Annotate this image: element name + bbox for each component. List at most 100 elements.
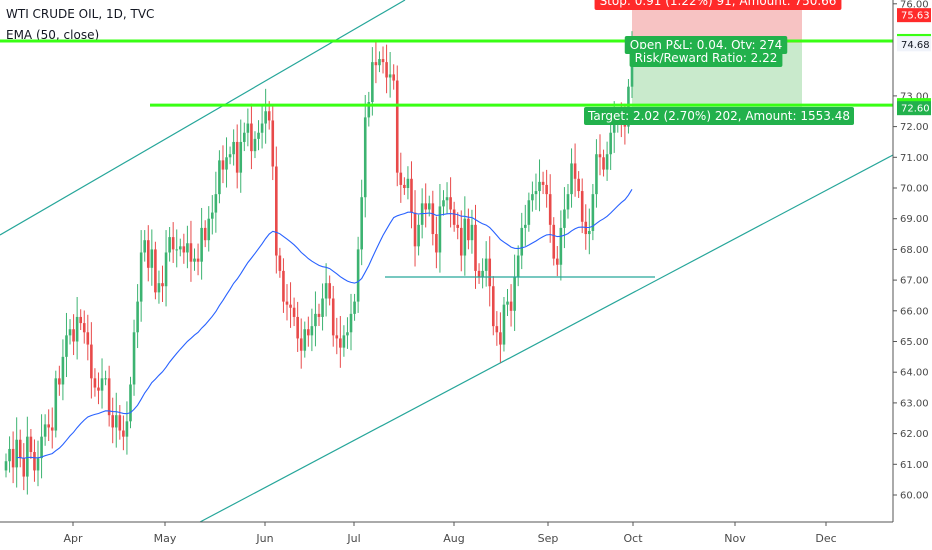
candle-body — [196, 258, 200, 262]
candle-body — [317, 313, 321, 317]
price-tag-label: 74.68 — [901, 40, 930, 51]
candle-body — [171, 237, 175, 250]
candle-body — [353, 301, 356, 314]
rr-label: Risk/Reward Ratio: 2.22 — [635, 51, 778, 65]
candle-body — [459, 227, 463, 256]
price-tick-label: 60.00 — [900, 491, 929, 502]
candle-body — [243, 132, 246, 142]
candle-body — [40, 436, 43, 459]
candle-body — [470, 224, 474, 241]
candle-body — [97, 387, 100, 391]
candle-body — [193, 258, 196, 262]
price-tick-label: 65.00 — [900, 337, 929, 348]
candle-body — [139, 252, 143, 302]
candle-body — [509, 301, 513, 311]
candle-body — [392, 74, 395, 81]
candle-body — [104, 378, 107, 380]
candle-body — [154, 249, 157, 293]
candle-body — [527, 200, 531, 225]
candle-body — [65, 335, 68, 357]
price-tag-label: 72.60 — [901, 104, 930, 115]
candle-body — [502, 304, 506, 345]
candle-body — [541, 181, 545, 185]
candle-body — [556, 258, 559, 265]
pnl-label: Open P&L: 0.04, Qty: 274 — [630, 38, 783, 52]
price-tag — [897, 8, 931, 23]
candle-body — [385, 62, 388, 78]
candle-body — [207, 218, 211, 241]
candle-body — [132, 332, 136, 385]
candle-body — [495, 326, 499, 333]
candle-body — [591, 194, 595, 231]
trend-channel[interactable] — [0, 0, 894, 523]
candle-body — [463, 218, 467, 256]
candle-body — [499, 332, 502, 345]
candle-body — [331, 298, 335, 336]
candle-body — [488, 258, 492, 287]
candle-body — [374, 62, 378, 66]
channel-lower-line — [199, 154, 894, 523]
candle-body — [538, 181, 541, 192]
candle-body — [531, 194, 534, 201]
candle-body — [43, 424, 47, 437]
candle-body — [360, 197, 363, 250]
ema-polyline — [16, 189, 633, 459]
candle-body — [239, 141, 243, 173]
price-tick-label: 76.00 — [900, 0, 929, 10]
candle-body — [278, 255, 282, 271]
candle-body — [424, 203, 428, 210]
date-tick-label: Apr — [63, 532, 83, 545]
candle-body — [328, 283, 331, 299]
candle-body — [79, 316, 82, 324]
candle-body — [8, 448, 11, 462]
candle-body — [417, 224, 420, 247]
candle-body — [122, 430, 125, 437]
candle-body — [456, 224, 460, 228]
candle-body — [435, 234, 438, 253]
date-tick-label: May — [154, 532, 177, 545]
candle-body — [573, 163, 577, 179]
candle-body — [339, 338, 342, 348]
candle-body — [296, 316, 299, 339]
candle-body — [516, 255, 520, 278]
candle-body — [303, 329, 307, 351]
candle-body — [22, 458, 26, 477]
candle-body — [378, 59, 381, 66]
candle-body — [534, 191, 538, 195]
candle-body — [285, 301, 289, 305]
price-tag — [897, 101, 931, 116]
candle-body — [143, 240, 147, 253]
candle-body — [438, 206, 442, 253]
candle-body — [90, 344, 93, 379]
candle-body — [264, 111, 267, 124]
candle-body — [609, 132, 612, 155]
candle-body — [371, 62, 374, 103]
date-tick-label: Jun — [255, 532, 273, 545]
stop-label: Stop: 0.91 (1.22%) 91, Amount: 750.66 — [600, 0, 837, 8]
candle-body — [15, 439, 18, 468]
price-tick-label: 66.00 — [900, 306, 929, 317]
candle-body — [82, 323, 86, 333]
candle-body — [4, 461, 8, 471]
candle-body — [50, 427, 54, 431]
date-tick-label: Aug — [443, 532, 464, 545]
candle-body — [523, 224, 527, 228]
candle-body — [474, 224, 477, 271]
candle-body — [228, 154, 232, 158]
candle-body — [605, 154, 609, 170]
candle-body — [566, 194, 570, 210]
candle-body — [68, 329, 72, 336]
candle-body — [218, 160, 221, 195]
candle-body — [520, 227, 524, 256]
date-tick-label: Oct — [623, 532, 643, 545]
candle-body — [178, 246, 182, 250]
candle-body — [161, 283, 164, 287]
symbol-title: WTI CRUDE OIL, 1D, TVC — [6, 7, 155, 21]
candle-body — [321, 298, 324, 317]
candle-body — [491, 286, 495, 327]
candle-body — [36, 458, 40, 471]
candle-body — [452, 209, 456, 225]
